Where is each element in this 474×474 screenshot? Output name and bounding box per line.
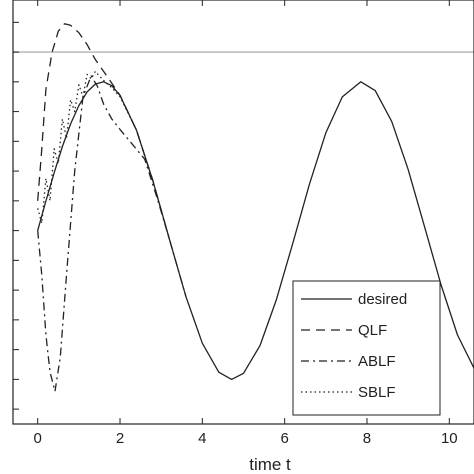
x-tick-label: 6 bbox=[280, 430, 288, 447]
plot-frame bbox=[12, 0, 474, 425]
x-tick-label: 8 bbox=[363, 430, 371, 447]
x-tick-label: 10 bbox=[441, 430, 458, 447]
x-tick-label: 0 bbox=[34, 430, 42, 447]
legend: desired QLF ABLF SBLF bbox=[292, 280, 441, 416]
series-line-qlf bbox=[37, 23, 171, 240]
plot-frame-border bbox=[12, 0, 474, 425]
series-line-sblf bbox=[37, 70, 154, 224]
legend-label-sblf: SBLF bbox=[358, 384, 396, 401]
series-layer bbox=[37, 23, 474, 392]
legend-label-ablf: ABLF bbox=[358, 353, 396, 370]
x-axis-ticks: 0 2 4 6 8 10 bbox=[34, 0, 458, 447]
legend-box bbox=[292, 280, 441, 416]
x-tick-label: 4 bbox=[198, 430, 206, 447]
x-axis-title: time t bbox=[249, 455, 291, 474]
series-line-ablf bbox=[37, 75, 187, 392]
series-line-desired bbox=[37, 81, 474, 381]
legend-label-qlf: QLF bbox=[358, 322, 387, 339]
y-axis-ticks bbox=[13, 21, 19, 410]
x-tick-label: 2 bbox=[116, 430, 124, 447]
legend-label-desired: desired bbox=[358, 291, 407, 308]
